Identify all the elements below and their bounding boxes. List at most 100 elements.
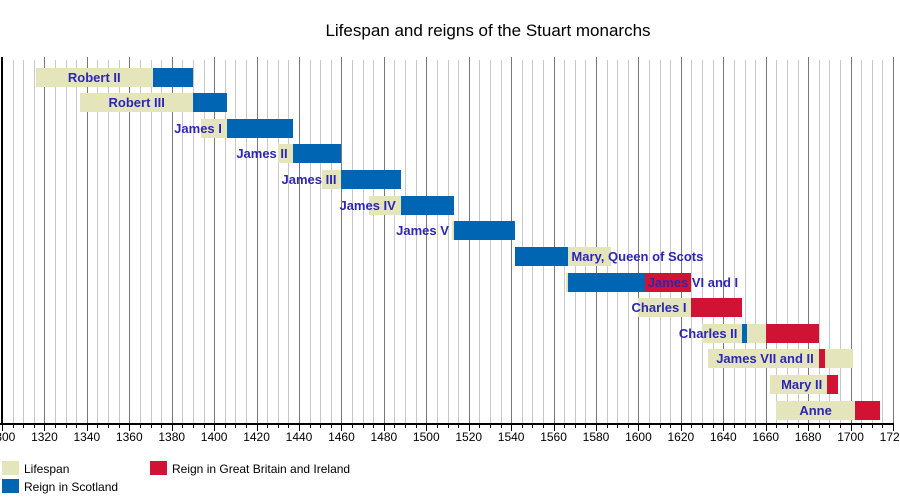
minor-gridline [479,60,481,423]
minor-gridline [458,60,460,423]
axis-tick-label: 1360 [115,430,143,444]
axis-tick [383,425,385,431]
axis-tick-label: 1500 [412,430,440,444]
axis-tick [627,425,629,428]
scotland-reign-bar [226,118,293,138]
axis-tick-label: 1340 [73,430,101,444]
scotland-reign-bar [192,93,227,113]
minor-gridline [574,60,576,423]
axis-tick [691,425,693,428]
minor-gridline [585,60,587,423]
axis-tick-label: 1640 [709,430,737,444]
minor-gridline [776,60,778,423]
gb-reign-bar [765,323,819,343]
axis-tick [808,425,810,431]
axis-tick [447,425,449,428]
axis-tick [362,425,364,428]
axis-tick [532,425,534,428]
minor-gridline [394,60,396,423]
minor-gridline [702,60,704,423]
minor-gridline [871,60,873,423]
axis-tick-label: 1320 [31,430,58,444]
minor-gridline [373,60,375,423]
minor-gridline [76,60,78,423]
minor-gridline [500,60,502,423]
minor-gridline [139,60,141,423]
minor-gridline [617,60,619,423]
axis-tick [712,425,714,428]
axis-tick [394,425,396,428]
minor-gridline [489,60,491,423]
minor-gridline [288,60,290,423]
axis-tick-label: 1680 [794,430,822,444]
axis-tick [161,425,163,428]
minor-gridline [224,60,226,423]
axis-tick [182,425,184,428]
axis-tick [829,425,831,428]
major-gridline [808,57,810,423]
minor-gridline [277,60,279,423]
minor-gridline [192,60,194,423]
gb-reign-bar [818,349,826,369]
axis-tick [436,425,438,428]
axis-tick [256,425,258,431]
monarch-label: Robert III [108,95,165,111]
axis-tick-label: 1520 [455,430,483,444]
major-gridline [765,57,767,423]
axis-tick [733,425,735,428]
scotland-reign-bar [400,195,454,215]
minor-gridline [23,60,25,423]
axis-tick [203,425,205,428]
axis-tick [309,425,311,428]
axis-tick-label: 1580 [582,430,610,444]
minor-gridline [12,60,14,423]
minor-gridline [606,60,608,423]
minor-gridline [818,60,820,423]
major-gridline [893,57,894,423]
minor-gridline [691,60,693,423]
axis-tick [277,425,279,428]
axis-tick [871,425,873,428]
axis-tick-label: 1480 [370,430,398,444]
monarch-label: Charles II [678,325,738,341]
axis-tick [426,425,428,431]
monarch-label: Robert II [67,69,121,85]
axis-tick [649,425,651,428]
axis-tick [235,425,237,428]
major-gridline [256,57,258,423]
axis-tick [723,425,725,431]
minor-gridline [521,60,523,423]
minor-gridline [542,60,544,423]
minor-gridline [320,60,322,423]
axis-tick [23,425,25,428]
axis-tick [765,425,767,431]
axis-tick [65,425,67,428]
major-gridline [426,57,428,423]
minor-gridline [118,60,120,423]
minor-gridline [733,60,735,423]
axis-tick [214,425,216,431]
axis-tick [139,425,141,428]
axis-tick [500,425,502,428]
minor-gridline [436,60,438,423]
scotland-reign-bar [341,170,401,190]
axis-tick [596,425,597,431]
minor-gridline [405,60,407,423]
major-gridline [383,57,385,423]
minor-gridline [65,60,67,423]
monarch-label: James V [396,223,449,239]
minor-gridline [564,60,566,423]
minor-gridline [330,60,332,423]
axis-tick [839,425,841,428]
axis-tick [861,425,863,428]
axis-tick [882,425,884,428]
axis-tick [129,425,131,431]
scotland-reign-bar [152,67,193,87]
minor-gridline [33,60,35,423]
legend-swatch-gb [150,461,167,475]
axis-tick [171,425,173,431]
minor-gridline [55,60,57,423]
minor-gridline [532,60,534,423]
axis-tick [341,425,343,431]
